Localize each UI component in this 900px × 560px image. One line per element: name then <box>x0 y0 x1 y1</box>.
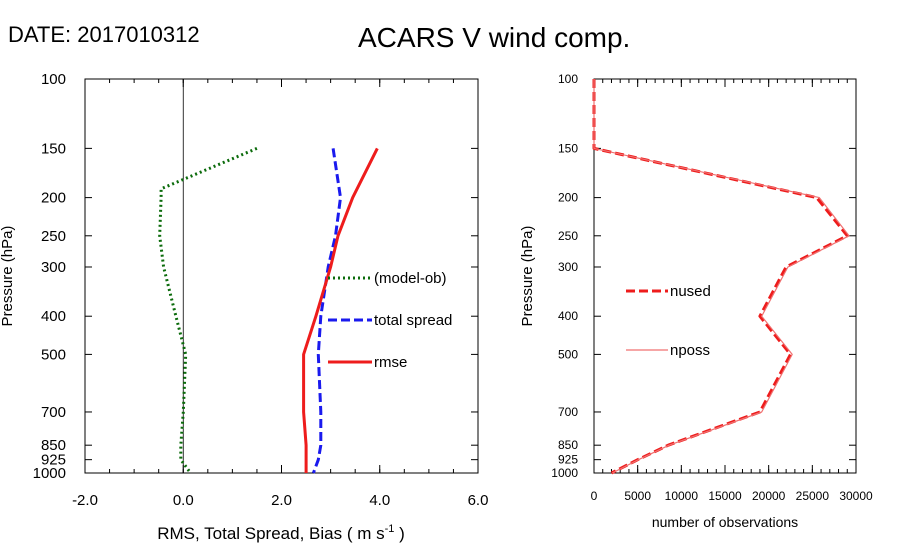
right-y-axis-label: Pressure (hPa) <box>519 226 536 327</box>
y-tick-label: 500 <box>41 346 66 363</box>
x-tick-label: 2.0 <box>271 492 292 509</box>
left-y-axis-label: Pressure (hPa) <box>0 226 16 327</box>
x-tick-label: 30000 <box>839 489 873 503</box>
right-x-axis-label: number of observations <box>652 514 798 530</box>
left-legend: (model-ob) total spread rmse <box>328 270 452 371</box>
y-tick-label: 1000 <box>33 465 66 482</box>
x-tick-label: 4.0 <box>369 492 390 509</box>
x-tick-label: 0 <box>591 489 598 503</box>
left-x-axis-label-suffix: ) <box>394 524 404 543</box>
x-tick-label: 10000 <box>665 489 699 503</box>
y-tick-label: 700 <box>41 404 66 421</box>
y-tick-label: 200 <box>558 191 578 205</box>
y-tick-label: 500 <box>558 347 578 361</box>
series-line-nused <box>592 79 849 475</box>
y-tick-label: 400 <box>558 309 578 323</box>
y-tick-label: 100 <box>41 71 66 88</box>
left-series-group <box>158 147 379 474</box>
x-tick-label: 0.0 <box>173 492 194 509</box>
legend-label: nposs <box>670 342 710 359</box>
y-tick-label: 150 <box>41 140 66 157</box>
right-plot-frame <box>593 78 857 474</box>
y-tick-label: 400 <box>41 308 66 325</box>
legend-label: (model-ob) <box>374 270 447 287</box>
series-line-total-spread <box>311 148 342 474</box>
y-tick-label: 300 <box>558 260 578 274</box>
y-tick-label: 1000 <box>551 466 578 480</box>
date-label: DATE: 2017010312 <box>8 22 200 47</box>
y-tick-label: 700 <box>558 405 578 419</box>
left-x-axis-label-sup: -1 <box>385 523 395 535</box>
x-tick-label: -2.0 <box>72 492 98 509</box>
y-tick-label: 925 <box>41 452 66 469</box>
y-tick-label: 300 <box>41 259 66 276</box>
series-line-rmse <box>302 147 379 473</box>
right-series-group <box>592 79 850 475</box>
left-x-axis-label: RMS, Total Spread, Bias ( m s-1 ) <box>157 523 405 543</box>
x-tick-label: 6.0 <box>468 492 489 509</box>
x-tick-label: 5000 <box>624 489 651 503</box>
y-tick-label: 250 <box>558 229 578 243</box>
x-tick-label: 15000 <box>708 489 742 503</box>
y-tick-label: 100 <box>558 72 578 86</box>
legend-label: rmse <box>374 354 407 371</box>
y-tick-label: 200 <box>41 190 66 207</box>
series-line-model-ob <box>158 147 258 474</box>
y-tick-label: 150 <box>558 141 578 155</box>
x-tick-label: 25000 <box>796 489 830 503</box>
y-tick-label: 250 <box>41 228 66 245</box>
series-line-nposs <box>593 79 850 474</box>
chart-title: ACARS V wind comp. <box>358 22 631 53</box>
right-legend: nused nposs <box>626 283 711 359</box>
y-tick-label: 850 <box>41 437 66 454</box>
legend-label: total spread <box>374 312 452 329</box>
legend-label: nused <box>670 283 711 300</box>
x-tick-label: 20000 <box>752 489 786 503</box>
y-tick-label: 850 <box>558 438 578 452</box>
y-tick-label: 925 <box>558 453 578 467</box>
